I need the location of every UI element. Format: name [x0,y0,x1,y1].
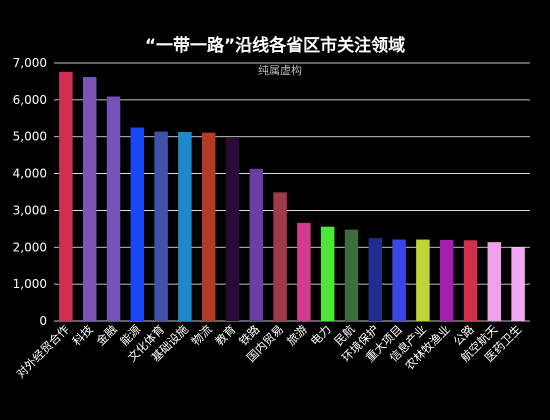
y-tick-label: 6,000 [13,93,47,107]
y-tick-label: 1,000 [13,277,47,291]
bar [249,168,264,321]
y-tick-label: 2,000 [13,240,47,254]
bar [82,77,97,322]
bar [463,240,478,321]
bar [225,137,240,321]
bar [201,132,216,321]
y-tick-label: 7,000 [13,56,47,70]
bar [178,131,192,321]
bar [106,96,121,321]
bar [59,71,73,322]
bar [392,239,406,321]
y-tick-label: 5,000 [13,130,47,144]
bar [297,222,311,321]
x-tick-label: 物流 [189,322,216,349]
bar [320,226,335,321]
bar [511,247,525,321]
bar [154,131,168,321]
bar [439,239,454,321]
y-tick-label: 0 [39,314,47,328]
chart-subtitle: 纯属虚构 [258,64,302,77]
x-tick-label: 对外经贸合作 [13,322,72,381]
x-tick-label: 科技 [70,322,97,349]
bar [416,239,430,321]
y-tick-label: 4,000 [13,167,47,181]
x-tick-label: 教育 [212,322,238,348]
x-tick-label: 金融 [93,322,120,349]
bar [273,192,287,321]
chart-title: “一带一路”沿线各省区市关注领域 [144,36,406,56]
x-tick-label: 旅游 [284,322,311,349]
bar [487,242,502,321]
x-tick-label: 电力 [308,322,334,348]
bar [368,238,383,321]
y-tick-label: 3,000 [13,203,47,217]
bar [344,229,359,321]
bar [130,127,145,321]
